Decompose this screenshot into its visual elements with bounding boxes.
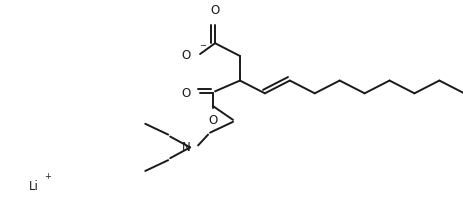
Text: O: O [181, 50, 190, 62]
Text: Li: Li [29, 180, 38, 193]
Text: +: + [44, 172, 51, 181]
Text: −: − [199, 41, 206, 50]
Text: O: O [210, 4, 219, 17]
Text: N: N [181, 141, 190, 154]
Text: O: O [208, 114, 217, 127]
Text: O: O [181, 87, 190, 100]
